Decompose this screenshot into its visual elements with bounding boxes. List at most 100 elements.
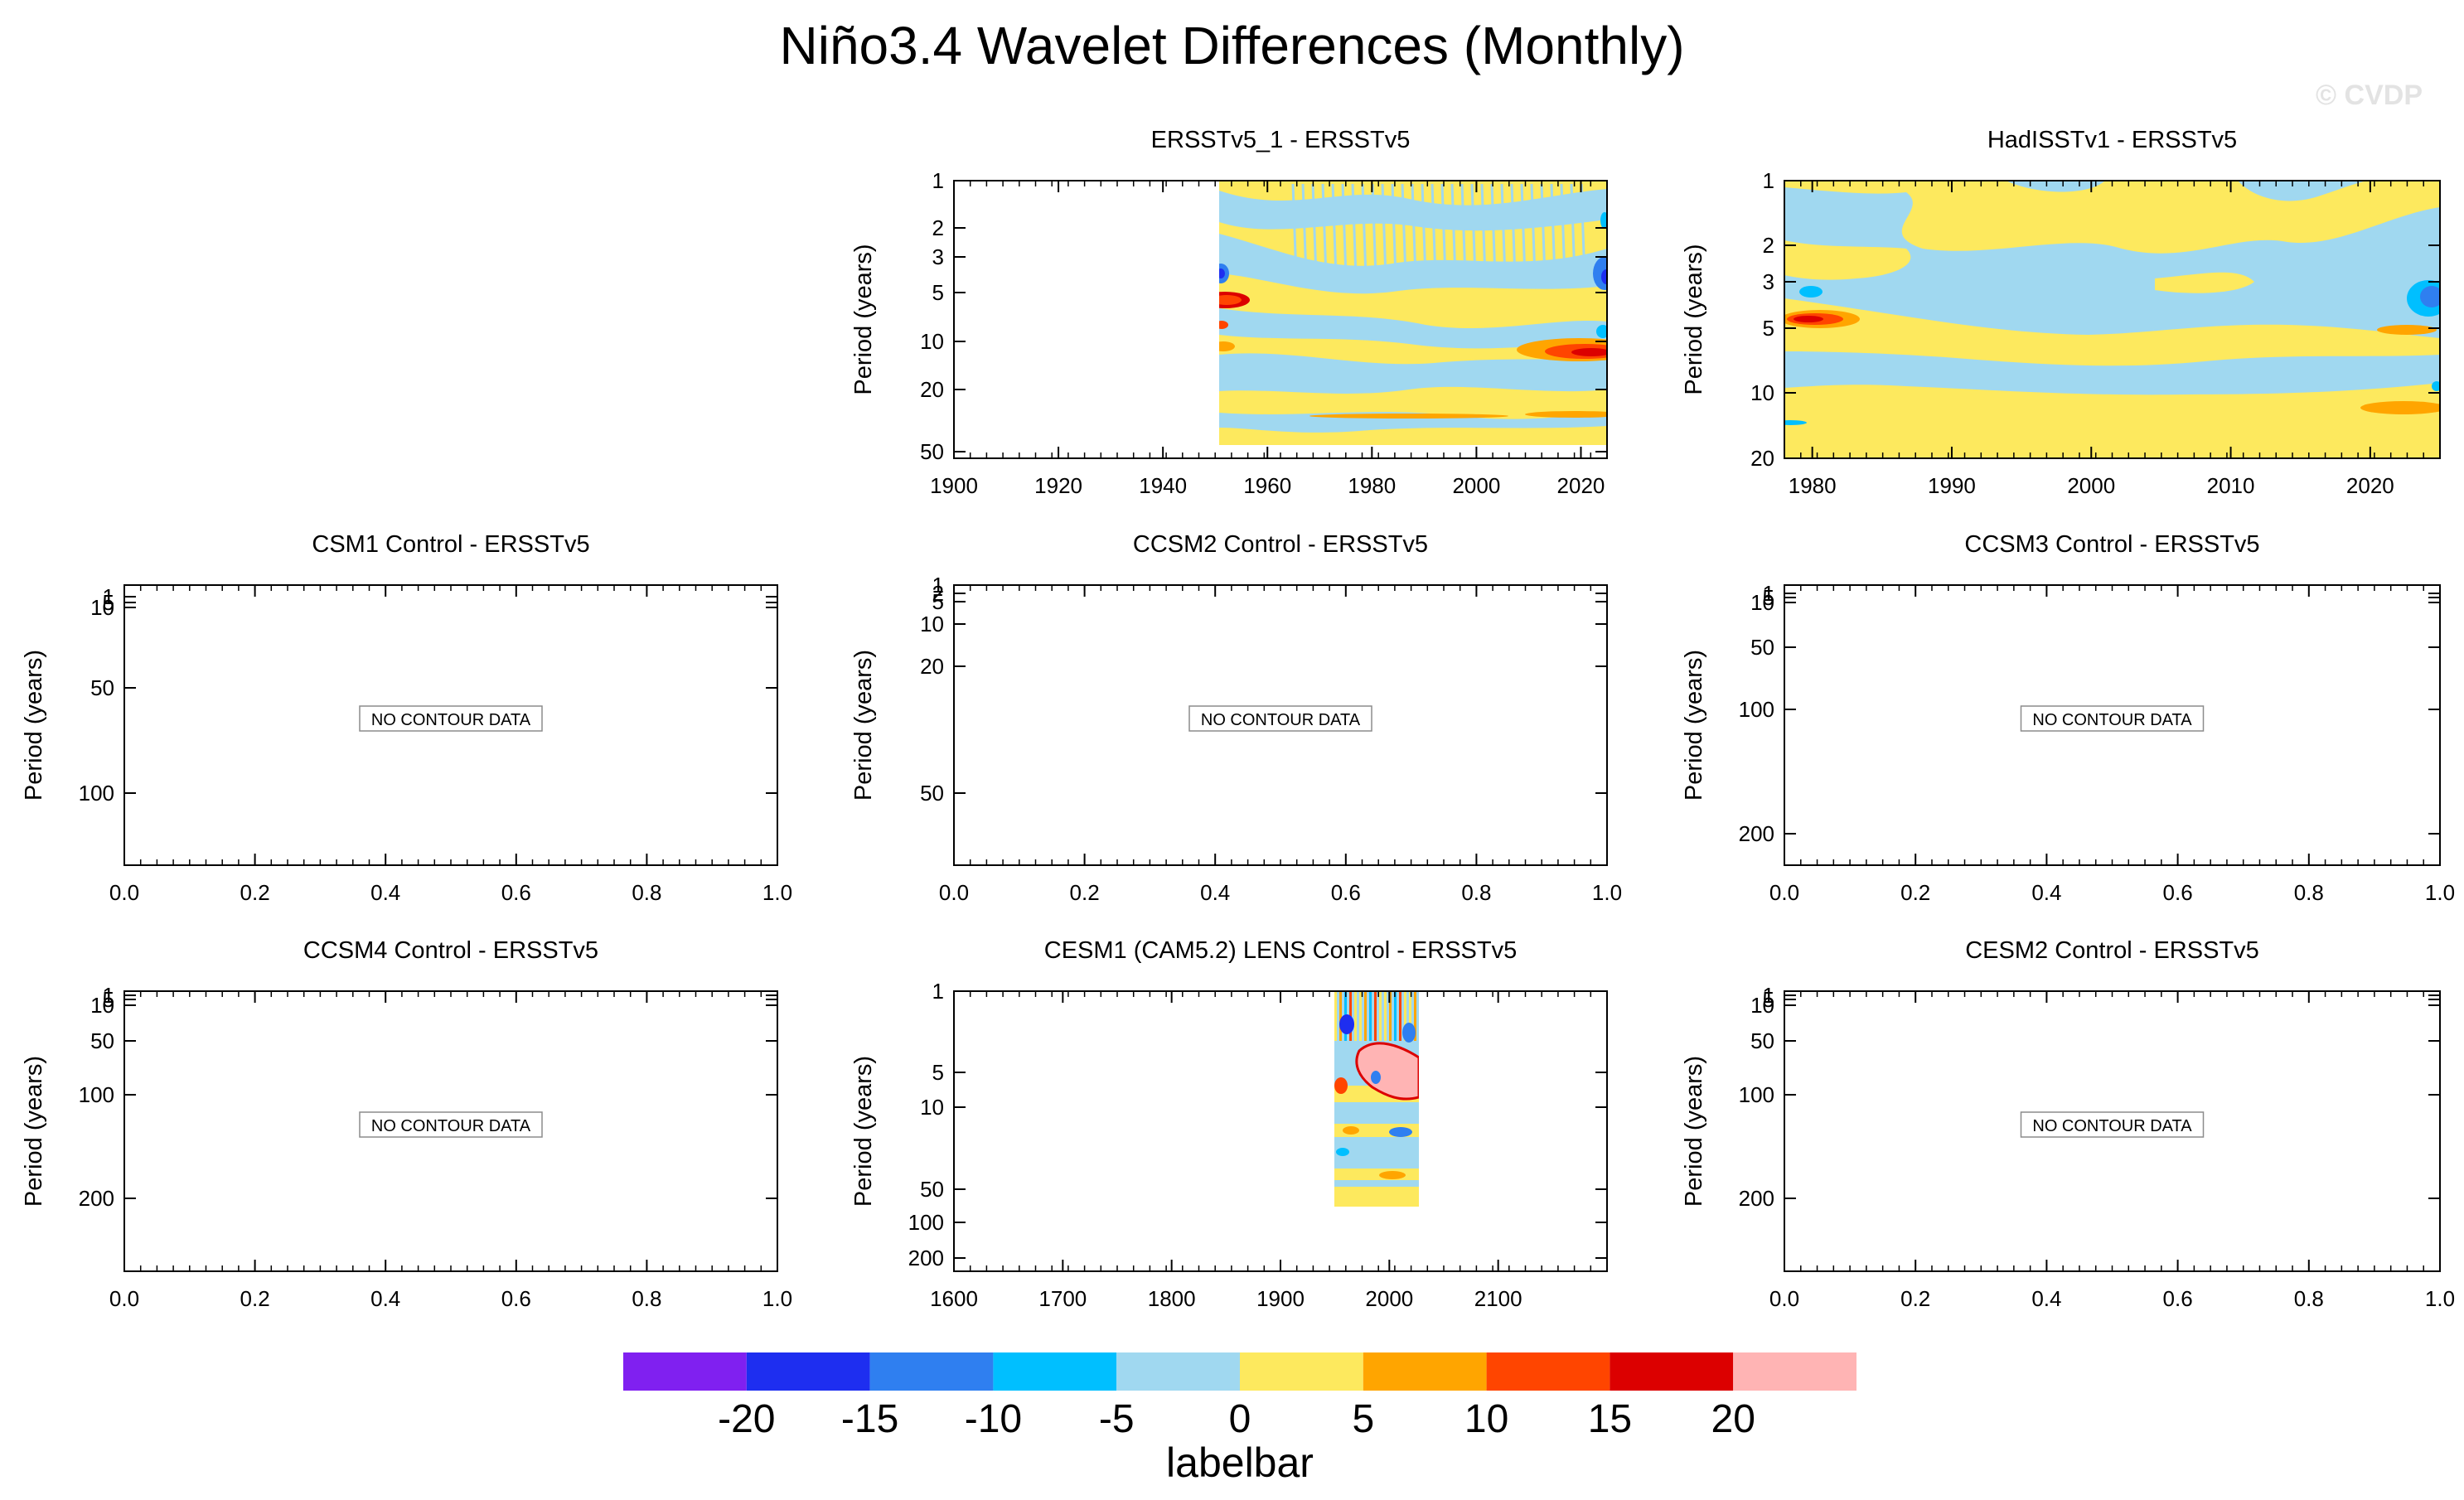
y-tick-label: 10 [1750,380,1774,405]
x-tick-label: 0.6 [501,880,531,905]
y-tick-label: 100 [908,1210,944,1235]
x-tick-label: 0.2 [240,1286,270,1311]
y-tick-label: 5 [1763,585,1774,610]
figure-title: Niño3.4 Wavelet Differences (Monthly) [779,16,1685,75]
y-tick-label: 1 [103,983,114,1008]
labelbar-swatch [746,1352,870,1391]
x-tick-label: 0.0 [939,880,969,905]
x-tick-label: 1800 [1148,1286,1196,1311]
x-tick-label: 2020 [2346,473,2394,498]
x-tick-label: 0.0 [1769,1286,1799,1311]
x-tick-label: 0.6 [1331,880,1361,905]
panel-title: HadISSTv1 - ERSSTv5 [1987,127,2237,153]
panel-title: CCSM3 Control - ERSSTv5 [1964,531,2259,558]
y-tick-label: 10 [1750,993,1774,1018]
y-tick-label: 1 [103,584,114,609]
no-contour-box [2020,1111,2205,1138]
labelbar-level-label: 20 [1711,1397,1755,1441]
panel-title: CESM2 Control - ERSSTv5 [1965,937,2259,964]
cvdp-watermark: © CVDP [2316,80,2423,111]
panel-ccsm4-control: CCSM4 Control - ERSSTv5 Period (years) 0.0… [21,937,792,1311]
y-tick-label: 100 [79,781,114,806]
labelbar-level-label: -5 [1099,1397,1135,1441]
x-tick-label: 0.2 [1900,1286,1930,1311]
y-tick-label: 5 [1763,316,1774,341]
no-contour-box [1188,705,1372,732]
y-tick-label: 100 [1739,1082,1774,1107]
no-contour-message: NO CONTOUR DATA [371,711,531,729]
x-tick-label: 0.4 [2031,880,2061,905]
y-tick-label: 2 [1763,233,1774,258]
y-tick-label: 50 [920,1177,944,1202]
x-tick-label: 1.0 [1592,880,1622,905]
y-tick-label: 5 [932,280,944,305]
y-tick-label: 1 [1763,581,1774,606]
labelbar-level-label: -10 [965,1397,1022,1441]
x-tick-label: 0.4 [370,1286,400,1311]
x-tick-label: 0.2 [1070,880,1100,905]
x-tick-label: 2100 [1474,1286,1522,1311]
x-tick-label: 1.0 [2425,880,2455,905]
y-tick-label: 50 [90,1028,114,1053]
labelbar-swatch [1240,1352,1363,1391]
y-axis-label: Period (years) [1681,244,1707,394]
no-contour-message: NO CONTOUR DATA [2032,711,2192,729]
y-tick-label: 2 [932,215,944,240]
y-axis-label: Period (years) [1681,650,1707,801]
x-tick-label: 1.0 [2425,1286,2455,1311]
no-contour-box [359,705,543,732]
y-tick-label: 2 [932,581,944,606]
x-tick-label: 2000 [2067,473,2115,498]
y-tick-label: 200 [1739,821,1774,846]
x-tick-label: 0.4 [1200,880,1230,905]
panel-title: CESM1 (CAM5.2) LENS Control - ERSSTv5 [1044,937,1517,964]
y-tick-label: 10 [920,329,944,354]
labelbar-swatch [1116,1352,1240,1391]
y-axis-label: Period (years) [850,244,877,394]
x-tick-label: 1960 [1243,473,1291,498]
panel-cesm1-lens-control: CESM1 (CAM5.2) LENS Control - ERSSTv5 Per… [850,937,1608,1311]
y-tick-label: 200 [1739,1186,1774,1211]
labelbar-swatch [1363,1352,1487,1391]
y-tick-label: 50 [920,781,944,806]
no-contour-message: NO CONTOUR DATA [1201,711,1361,729]
y-tick-label: 20 [1750,446,1774,471]
y-tick-label: 20 [920,654,944,679]
panel-title: CCSM2 Control - ERSSTv5 [1133,531,1428,558]
panel-ccsm2-control: CCSM2 Control - ERSSTv5 Period (years) 0.0… [850,531,1622,905]
x-tick-label: 0.0 [109,1286,139,1311]
y-tick-label: 1 [1763,168,1774,193]
x-tick-label: 1980 [1348,473,1396,498]
panel-hadisstv1: HadISSTv1 - ERSSTv5 Period (years) 1980 199… [1681,127,2441,498]
plot-frame [953,990,1608,1272]
panel-ersstv5-1: ERSSTv5_1 - ERSSTv5 Period (years) 1900 192… [850,127,1608,498]
labelbar: -20 -15 -10 -5 0 5 10 15 20 labelbar [623,1352,1856,1486]
y-tick-label: 1 [932,168,944,193]
x-tick-label: 0.2 [1900,880,1930,905]
no-contour-box [359,1111,543,1138]
x-tick-label: 2020 [1557,473,1605,498]
y-tick-label: 5 [932,1060,944,1085]
contour-field [1219,181,1607,458]
x-tick-label: 0.8 [2294,1286,2324,1311]
y-tick-label: 1 [1763,983,1774,1008]
x-tick-label: 1940 [1139,473,1187,498]
panel-ccsm3-control: CCSM3 Control - ERSSTv5 Period (years) 0.0… [1681,531,2455,905]
panel-csm1-control: CSM1 Control - ERSSTv5 Period (years) 0.0 0… [21,531,792,905]
y-tick-label: 3 [1763,269,1774,294]
x-tick-label: 0.2 [240,880,270,905]
y-tick-label: 3 [932,244,944,269]
y-axis-label: Period (years) [850,650,877,801]
y-tick-label: 5 [1763,987,1774,1012]
x-tick-label: 2000 [1365,1286,1413,1311]
no-contour-box [2020,705,2205,732]
labelbar-swatch [623,1352,747,1391]
y-tick-label: 100 [79,1082,114,1107]
y-tick-label: 10 [1750,590,1774,615]
y-tick-label: 5 [103,987,114,1012]
x-tick-label: 1900 [1256,1286,1305,1311]
y-tick-label: 10 [920,612,944,636]
panel-title: CCSM4 Control - ERSSTv5 [303,937,598,964]
y-tick-label: 200 [908,1246,944,1270]
y-tick-label: 10 [90,993,114,1018]
